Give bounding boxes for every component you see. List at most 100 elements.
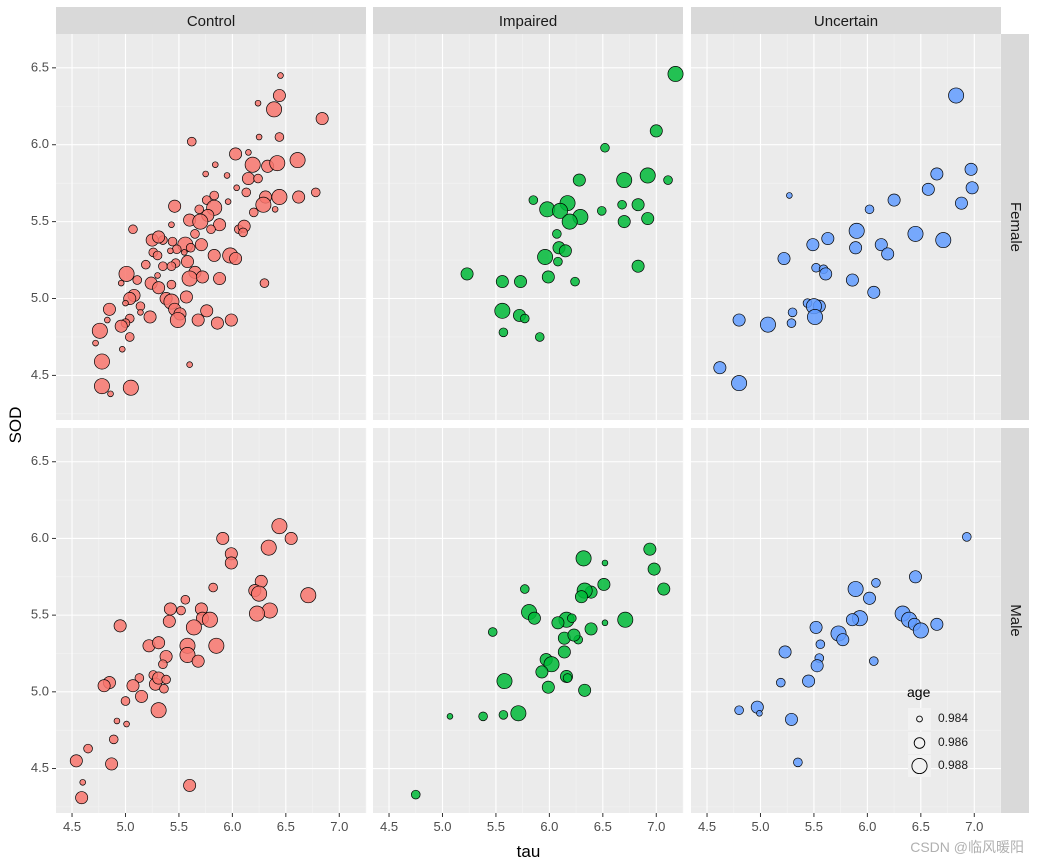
data-point xyxy=(836,633,850,647)
data-point xyxy=(954,196,968,210)
points-uncertain-female xyxy=(713,87,979,392)
data-point xyxy=(930,167,944,181)
data-point xyxy=(537,249,554,265)
data-point xyxy=(863,591,876,605)
data-point xyxy=(181,249,188,256)
data-point xyxy=(597,206,607,216)
data-point xyxy=(871,578,881,588)
data-point xyxy=(487,627,498,637)
data-point xyxy=(266,101,283,118)
data-point xyxy=(186,361,193,368)
data-point xyxy=(158,659,168,669)
data-point xyxy=(575,550,592,567)
legend-label: 0.988 xyxy=(938,758,968,772)
data-point xyxy=(601,619,609,627)
data-point xyxy=(166,279,177,290)
data-point xyxy=(122,379,139,396)
data-point xyxy=(176,605,186,616)
y-tick-label: 4.5 xyxy=(31,760,49,775)
panel-background xyxy=(691,428,1001,813)
data-point xyxy=(948,87,965,104)
y-tick-label: 5.0 xyxy=(31,290,49,305)
data-point xyxy=(210,316,224,330)
data-point xyxy=(223,172,231,179)
data-point xyxy=(847,581,864,598)
legend-title: age xyxy=(907,684,931,700)
data-point xyxy=(187,136,197,147)
legend-key-circle xyxy=(916,715,923,723)
strip-label-male: Male xyxy=(1007,604,1024,637)
data-point xyxy=(117,279,125,287)
panel-background xyxy=(373,428,683,813)
strip-label-control: Control xyxy=(187,13,235,30)
strip-label-female: Female xyxy=(1007,202,1024,252)
data-point xyxy=(167,236,178,247)
data-point xyxy=(181,270,198,287)
x-tick-label: 5.0 xyxy=(751,819,769,834)
data-point xyxy=(921,182,935,196)
data-point xyxy=(881,247,895,261)
data-point xyxy=(105,757,119,771)
data-point xyxy=(132,275,142,285)
data-point xyxy=(962,532,972,542)
x-tick-label: 5.5 xyxy=(170,819,188,834)
data-point xyxy=(912,622,929,639)
data-point xyxy=(667,66,684,82)
points-control-male xyxy=(69,518,317,805)
x-tick-label: 4.5 xyxy=(380,819,398,834)
points-impaired-male xyxy=(411,542,671,800)
data-point xyxy=(930,617,944,631)
data-point xyxy=(498,710,509,720)
data-point xyxy=(292,190,306,204)
data-point xyxy=(964,162,978,176)
data-point xyxy=(793,757,803,768)
data-point xyxy=(756,710,763,717)
legend-key-background xyxy=(908,708,931,730)
data-point xyxy=(271,189,288,205)
data-point xyxy=(274,132,285,142)
data-point xyxy=(229,147,243,161)
data-point xyxy=(97,679,111,693)
data-point xyxy=(229,252,243,265)
data-point xyxy=(245,149,252,156)
data-point xyxy=(631,259,645,273)
data-point xyxy=(183,778,197,792)
data-point xyxy=(657,582,671,596)
strip-impaired xyxy=(373,7,683,34)
data-point xyxy=(126,679,140,693)
data-point xyxy=(315,112,329,126)
data-point xyxy=(168,199,182,213)
data-point xyxy=(128,224,138,235)
data-point xyxy=(849,241,863,255)
data-point xyxy=(102,302,116,316)
data-point xyxy=(118,265,135,282)
y-tick-label: 6.5 xyxy=(31,59,49,74)
data-point xyxy=(233,184,240,192)
data-point xyxy=(162,614,176,628)
panel-background xyxy=(373,34,683,420)
data-point xyxy=(600,143,610,153)
data-point xyxy=(113,619,127,633)
data-point xyxy=(224,198,232,205)
data-point xyxy=(163,602,177,616)
data-point xyxy=(83,743,93,754)
strip-uncertain xyxy=(691,7,1001,34)
data-point xyxy=(869,656,879,666)
data-point xyxy=(194,238,208,252)
strip-male xyxy=(1001,428,1029,813)
data-point xyxy=(520,584,530,594)
data-point xyxy=(510,705,527,722)
data-point xyxy=(663,175,673,185)
data-point xyxy=(241,172,255,186)
data-point xyxy=(561,213,578,230)
data-point xyxy=(643,542,657,556)
data-point xyxy=(562,673,573,683)
x-axis-title: tau xyxy=(517,842,541,861)
data-point xyxy=(495,275,509,289)
data-point xyxy=(535,665,549,679)
data-point xyxy=(498,327,509,338)
y-axis-title: SOD xyxy=(6,407,25,444)
data-point xyxy=(202,170,209,178)
data-point xyxy=(135,689,148,703)
data-point xyxy=(867,285,881,299)
